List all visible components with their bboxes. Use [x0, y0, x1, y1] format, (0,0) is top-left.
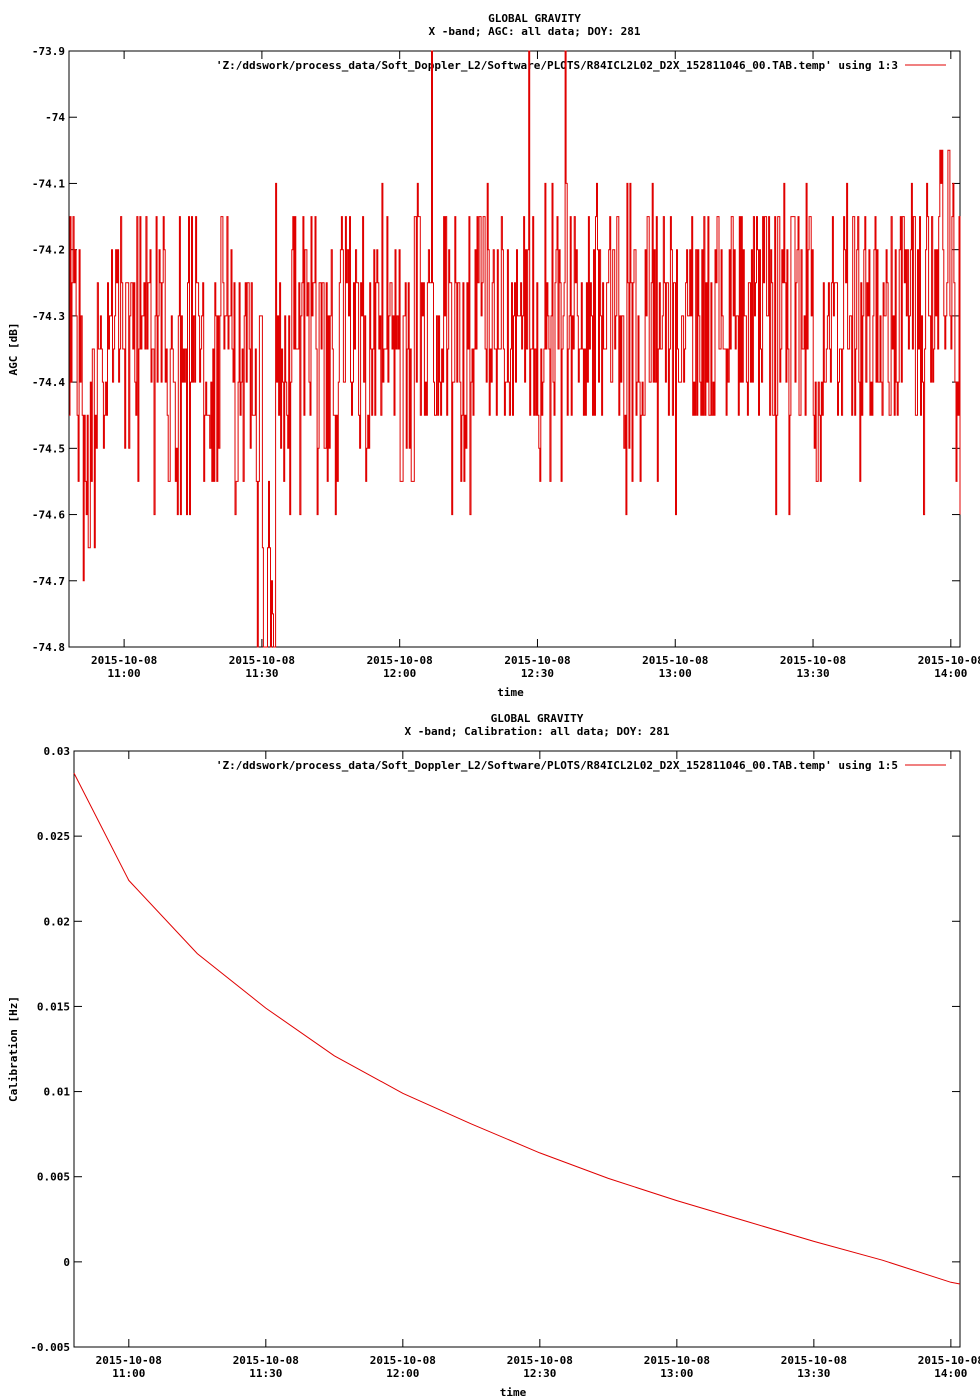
x-tick-date: 2015-10-08 [780, 654, 846, 667]
x-tick-time: 13:30 [796, 667, 829, 680]
x-tick-date: 2015-10-08 [504, 654, 570, 667]
x-tick-date: 2015-10-08 [644, 1354, 710, 1367]
x-tick-time: 14:00 [934, 667, 967, 680]
x-tick-time: 13:00 [660, 1367, 693, 1380]
legend-entry: 'Z:/ddswork/process_data/Soft_Doppler_L2… [216, 59, 898, 72]
y-tick-label: -74.6 [32, 509, 65, 522]
y-tick-label: -73.9 [32, 45, 65, 58]
x-tick-date: 2015-10-08 [781, 1354, 847, 1367]
y-tick-label: -74.8 [32, 641, 65, 654]
chart-subtitle: X -band; AGC: all data; DOY: 281 [429, 25, 641, 38]
y-tick-label: -74.5 [32, 442, 65, 455]
series-line [69, 50, 961, 648]
x-tick-time: 11:30 [249, 1367, 282, 1380]
chart-title: GLOBAL GRAVITY [488, 12, 581, 25]
x-tick-date: 2015-10-08 [367, 654, 433, 667]
y-tick-label: -74.1 [32, 177, 65, 190]
x-tick-time: 11:00 [112, 1367, 145, 1380]
x-tick-date: 2015-10-08 [233, 1354, 299, 1367]
y-tick-label: -74.2 [32, 244, 65, 257]
x-tick-time: 13:00 [659, 667, 692, 680]
y-tick-label: 0.01 [44, 1086, 71, 1099]
x-tick-time: 14:00 [934, 1367, 967, 1380]
y-tick-label: 0.015 [37, 1000, 70, 1013]
y-tick-label: 0.02 [44, 915, 71, 928]
y-tick-label: 0 [63, 1256, 70, 1269]
x-tick-time: 12:30 [523, 1367, 556, 1380]
x-tick-time: 12:00 [386, 1367, 419, 1380]
x-tick-date: 2015-10-08 [91, 654, 157, 667]
x-tick-date: 2015-10-08 [642, 654, 708, 667]
chart-title: GLOBAL GRAVITY [491, 712, 584, 725]
x-axis-label: time [497, 686, 524, 699]
plot-frame [73, 750, 961, 1348]
y-axis-label: Calibration [Hz] [7, 996, 20, 1102]
y-tick-label: -74.7 [32, 575, 65, 588]
series-line [73, 772, 961, 1285]
y-tick-label: -74.4 [32, 376, 65, 389]
y-tick-label: -74.3 [32, 310, 65, 323]
x-tick-time: 11:30 [245, 667, 278, 680]
x-tick-date: 2015-10-08 [229, 654, 295, 667]
y-tick-label: 0.03 [44, 745, 71, 758]
chart-subtitle: X -band; Calibration: all data; DOY: 281 [405, 725, 670, 738]
x-tick-date: 2015-10-08 [918, 654, 980, 667]
y-tick-label: -0.005 [30, 1341, 70, 1354]
x-tick-date: 2015-10-08 [507, 1354, 573, 1367]
legend-entry: 'Z:/ddswork/process_data/Soft_Doppler_L2… [216, 759, 898, 772]
x-tick-date: 2015-10-08 [370, 1354, 436, 1367]
y-tick-label: -74 [45, 111, 65, 124]
x-axis-label: time [500, 1386, 527, 1399]
x-tick-date: 2015-10-08 [918, 1354, 980, 1367]
y-axis-label: AGC [dB] [7, 323, 20, 376]
x-tick-time: 12:30 [521, 667, 554, 680]
x-tick-time: 13:30 [797, 1367, 830, 1380]
y-tick-label: 0.025 [37, 830, 70, 843]
x-tick-time: 12:00 [383, 667, 416, 680]
x-tick-date: 2015-10-08 [96, 1354, 162, 1367]
x-tick-time: 11:00 [108, 667, 141, 680]
y-tick-label: 0.005 [37, 1171, 70, 1184]
